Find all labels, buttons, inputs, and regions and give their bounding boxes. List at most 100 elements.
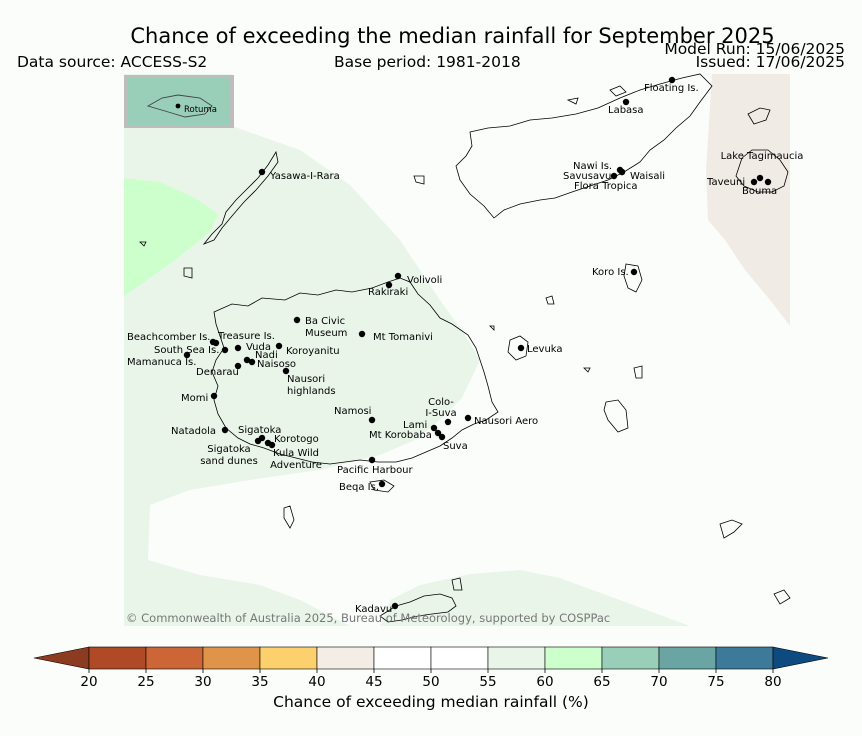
place-label: Sigatoka bbox=[238, 425, 281, 436]
coastlines bbox=[139, 73, 791, 623]
colorbar-tick-label: 45 bbox=[365, 674, 382, 690]
place-dot bbox=[444, 418, 452, 426]
small-island bbox=[583, 367, 591, 373]
place-namosi: Namosi bbox=[334, 406, 376, 424]
place-dot bbox=[268, 441, 276, 449]
colorbar-tick-label: 35 bbox=[251, 674, 268, 690]
place-label: Levuka bbox=[527, 344, 563, 355]
place-label: Nadi bbox=[255, 350, 278, 361]
koro-island bbox=[623, 263, 643, 293]
place-dot bbox=[210, 392, 218, 400]
place-vuda: Vuda bbox=[234, 342, 271, 353]
colorbar-segment bbox=[145, 646, 204, 670]
taveuni-coast bbox=[735, 149, 789, 193]
colorbar-segment bbox=[601, 646, 660, 670]
small-island bbox=[773, 589, 791, 605]
place-dot bbox=[430, 424, 438, 432]
place-bouma: Bouma bbox=[742, 178, 777, 197]
colorbar-segment bbox=[658, 646, 717, 670]
place-label: Denarau bbox=[196, 367, 239, 378]
place-dot bbox=[358, 330, 366, 338]
place-koro: Koro Is. bbox=[592, 267, 638, 278]
place-label: Waisali bbox=[630, 171, 665, 182]
place-nadi: Nadi bbox=[243, 350, 278, 364]
place-label: Koroyanitu bbox=[286, 346, 340, 357]
place-flora: Flora Tropica bbox=[574, 168, 637, 192]
place-dot bbox=[368, 416, 376, 424]
colorbar-tick-label: 30 bbox=[194, 674, 211, 690]
kadavu-island bbox=[379, 593, 457, 623]
colorbar-tick-label: 80 bbox=[764, 674, 781, 690]
small-island bbox=[413, 175, 425, 185]
place-label: sand dunes bbox=[200, 456, 258, 467]
place-dot bbox=[464, 414, 472, 422]
colorbar-segment bbox=[373, 646, 432, 670]
place-dot bbox=[434, 429, 442, 437]
place-label: Momi bbox=[181, 393, 208, 404]
place-label: Beachcomber Is. bbox=[127, 332, 210, 343]
place-dot bbox=[610, 172, 618, 180]
place-label: Taveuni bbox=[706, 177, 745, 188]
place-label: Beqa Is. bbox=[339, 482, 379, 493]
place-korobaba: Mt Korobaba bbox=[369, 429, 442, 441]
place-label: Nausori bbox=[287, 374, 325, 385]
place-tomanivi: Mt Tomanivi bbox=[358, 330, 433, 343]
place-naisoso: Naisoso bbox=[248, 358, 296, 370]
place-label: Ba Civic bbox=[305, 316, 345, 327]
place-nausori-aero: Nausori Aero bbox=[464, 414, 538, 427]
place-dot bbox=[221, 426, 229, 434]
place-label: Sigatoka bbox=[207, 444, 250, 455]
colorbar-tick-label: 75 bbox=[707, 674, 724, 690]
place-label: Labasa bbox=[608, 105, 644, 116]
colorbar-tick-label: 70 bbox=[650, 674, 667, 690]
place-natadola: Natadola bbox=[171, 426, 229, 437]
place-dot bbox=[618, 168, 626, 176]
place-colo-i-suva: Colo-I-Suva bbox=[425, 397, 457, 426]
place-momi: Momi bbox=[181, 392, 218, 404]
place-label: Savusavu bbox=[563, 171, 611, 182]
place-dot bbox=[368, 456, 376, 464]
viti-levu-coast bbox=[211, 277, 499, 465]
place-south-sea: South Sea Is. bbox=[154, 345, 229, 356]
place-dot bbox=[254, 437, 262, 445]
place-dot bbox=[234, 362, 242, 370]
place-rakiraki: Rakiraki bbox=[368, 281, 408, 298]
place-label: Suva bbox=[443, 441, 468, 452]
place-label: Lami bbox=[403, 420, 427, 431]
place-label: Naisoso bbox=[257, 359, 296, 370]
rotuma-inset: Rotuma bbox=[124, 75, 234, 128]
colorbar-segment bbox=[430, 646, 489, 670]
place-dot bbox=[275, 342, 283, 350]
place-koroyanitu: Koroyanitu bbox=[275, 342, 340, 357]
place-dot bbox=[750, 178, 758, 186]
base-period-label: Base period: 1981-2018 bbox=[334, 53, 521, 71]
place-label: Pacific Harbour bbox=[337, 465, 414, 476]
place-dot bbox=[438, 433, 446, 441]
place-beqa: Beqa Is. bbox=[339, 480, 386, 493]
band-55-60-south bbox=[380, 570, 690, 626]
place-dot bbox=[622, 98, 630, 106]
place-label: Vuda bbox=[246, 342, 271, 353]
place-label: highlands bbox=[287, 386, 336, 397]
place-label: Kula Wild bbox=[273, 448, 319, 459]
place-dot bbox=[378, 480, 386, 488]
place-label: Adventure bbox=[270, 460, 322, 471]
colorbar-tick-label: 40 bbox=[308, 674, 325, 690]
small-island bbox=[183, 267, 193, 279]
small-island bbox=[609, 85, 627, 97]
small-island bbox=[489, 325, 495, 331]
colorbar-tick-label: 65 bbox=[593, 674, 610, 690]
place-label: Rakiraki bbox=[368, 287, 408, 298]
place-label: Korotogo bbox=[274, 434, 319, 445]
colorbar-segment bbox=[487, 646, 546, 670]
colorbar-tick-label: 20 bbox=[80, 674, 97, 690]
beqa-island bbox=[369, 479, 395, 493]
place-dot bbox=[234, 344, 242, 352]
page-title: Chance of exceeding the median rainfall … bbox=[130, 24, 775, 48]
colorbar-under-arrow bbox=[33, 646, 90, 670]
